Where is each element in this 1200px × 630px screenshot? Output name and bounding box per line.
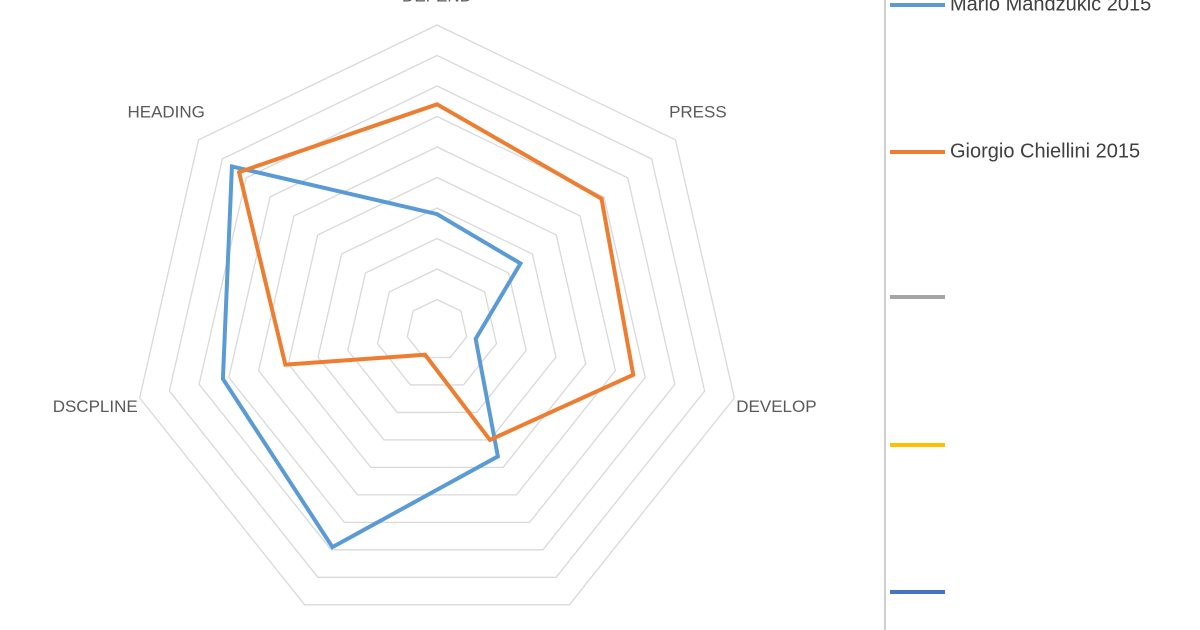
grid-ring bbox=[376, 268, 498, 386]
legend-label: Mario Mandzukic 2015 bbox=[950, 0, 1151, 15]
grid-ring bbox=[257, 146, 617, 496]
grid-ring bbox=[317, 207, 557, 441]
axis-label: DSCPLINE bbox=[53, 397, 138, 416]
grid-ring bbox=[198, 85, 676, 551]
axis-label: HEADING bbox=[127, 103, 204, 122]
grid-ring bbox=[168, 54, 706, 578]
series-line bbox=[220, 163, 524, 550]
axis-label: DEFEND bbox=[402, 0, 472, 5]
grid-ring bbox=[287, 176, 587, 469]
grid-ring bbox=[228, 115, 646, 524]
legend-label: Giorgio Chiellini 2015 bbox=[950, 140, 1140, 162]
axis-label: DEVELOP bbox=[736, 397, 816, 416]
grid-ring bbox=[406, 298, 468, 359]
grid-ring bbox=[347, 237, 527, 414]
grid-ring bbox=[138, 24, 736, 606]
series-line bbox=[236, 102, 636, 443]
axis-label: PRESS bbox=[669, 103, 727, 122]
